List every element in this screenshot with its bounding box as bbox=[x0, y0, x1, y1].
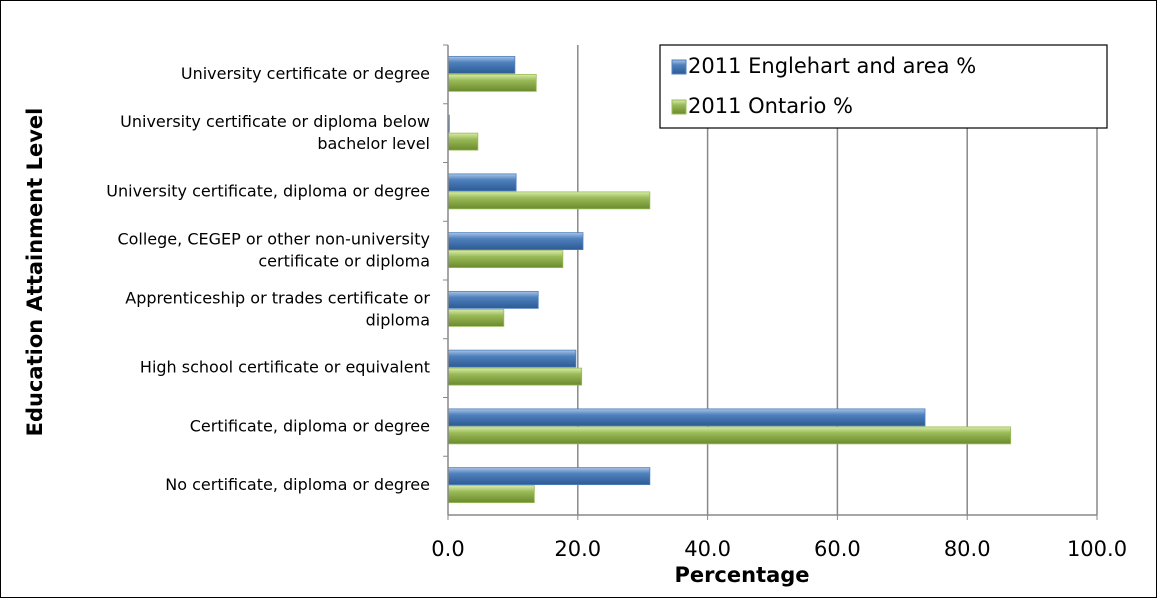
bar bbox=[447, 308, 505, 327]
y-axis-title: Education Attainment Level bbox=[23, 108, 47, 437]
y-tick-label: University certificate or diploma below b… bbox=[120, 112, 430, 153]
y-tick-label: No certificate, diploma or degree bbox=[165, 475, 430, 494]
bar bbox=[447, 55, 516, 74]
x-tick-label: 0.0 bbox=[431, 537, 464, 561]
bar bbox=[447, 408, 926, 427]
bar bbox=[447, 290, 539, 309]
bar bbox=[447, 232, 584, 251]
legend-swatch bbox=[671, 99, 687, 115]
x-tick-label: 80.0 bbox=[944, 537, 991, 561]
x-tick-label: 60.0 bbox=[814, 537, 861, 561]
bar bbox=[447, 73, 537, 92]
bar bbox=[447, 191, 651, 210]
legend-label: 2011 Ontario % bbox=[688, 94, 853, 118]
legend-label: 2011 Englehart and area % bbox=[688, 54, 976, 78]
y-tick-label: College, CEGEP or other non-university ce… bbox=[117, 229, 430, 270]
bar bbox=[447, 467, 651, 486]
bar bbox=[447, 132, 479, 151]
y-tick-label: University certificate, diploma or degre… bbox=[106, 181, 430, 200]
y-tick-label: University certificate or degree bbox=[181, 64, 430, 83]
bar bbox=[447, 367, 583, 386]
bar bbox=[447, 426, 1012, 445]
bar bbox=[447, 250, 564, 269]
y-tick-label: Apprenticeship or trades certificate or d… bbox=[125, 288, 430, 329]
bar bbox=[447, 485, 535, 504]
x-axis-title: Percentage bbox=[674, 563, 809, 587]
x-tick-label: 40.0 bbox=[684, 537, 731, 561]
bar bbox=[447, 349, 577, 368]
x-tick-label: 100.0 bbox=[1067, 537, 1127, 561]
legend-swatch bbox=[671, 59, 687, 75]
y-tick-label: Certificate, diploma or degree bbox=[190, 416, 430, 435]
x-tick-label: 20.0 bbox=[554, 537, 601, 561]
y-tick-label: High school certificate or equivalent bbox=[140, 358, 430, 377]
legend-box bbox=[659, 44, 1108, 129]
bar bbox=[447, 173, 517, 192]
